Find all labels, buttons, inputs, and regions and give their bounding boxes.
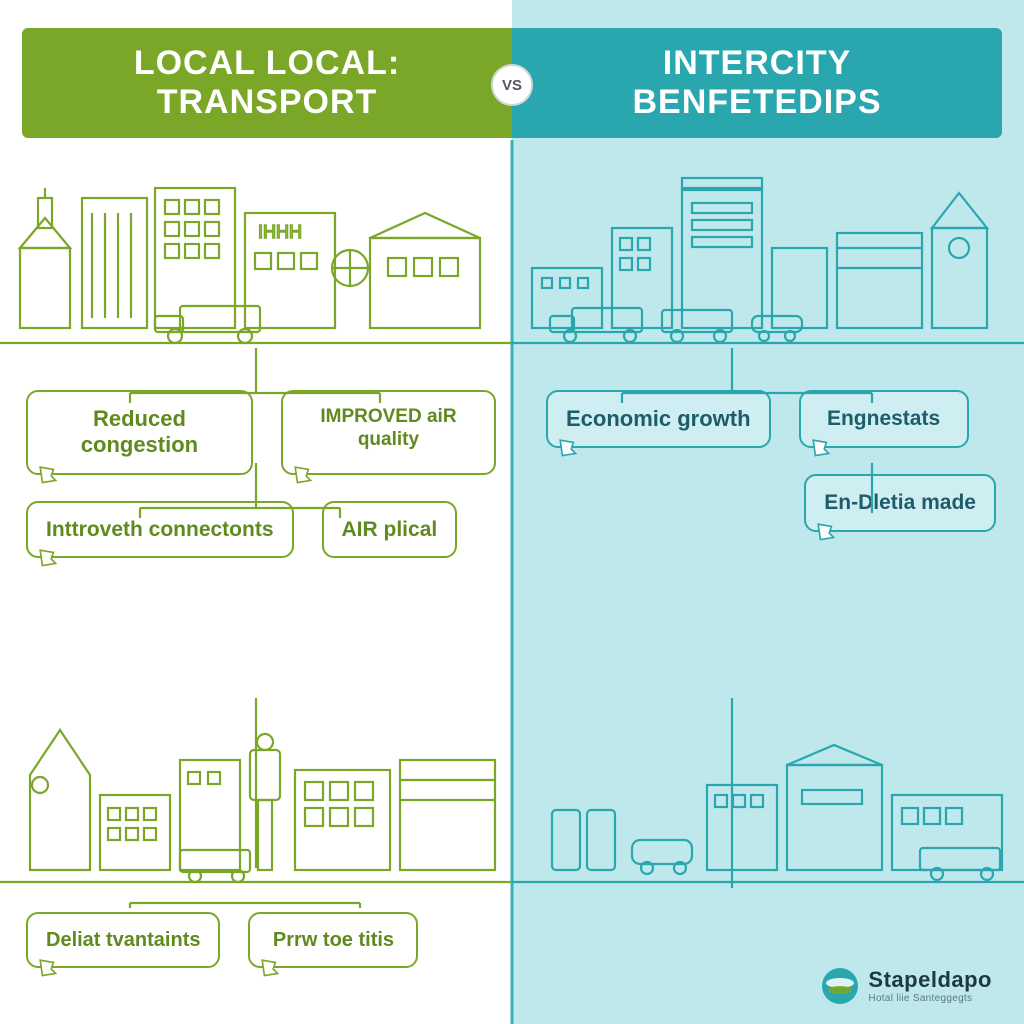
bubble-text: Inttroveth connectonts <box>46 518 274 541</box>
header-left-line1: LOCAL LOCAL: <box>134 44 400 83</box>
vs-badge: VS <box>491 64 533 106</box>
skyline-right-top <box>512 158 1024 348</box>
brand-block: Stapeldapo Hotal liie Santeggegts <box>822 967 992 1004</box>
bubble-text: En-Dletia made <box>824 491 976 514</box>
header-right: INTERCITY BENFETEDIPS <box>512 28 1002 138</box>
benefit-bubble: AIR plical <box>322 501 458 558</box>
brand-tagline: Hotal liie Santeggegts <box>868 993 992 1004</box>
skyline-left-top: IHHH <box>0 158 512 348</box>
bubble-text: Economic growth <box>566 406 751 431</box>
header-right-line2: BENFETEDIPS <box>632 83 881 122</box>
header-left: LOCAL LOCAL: TRANSPORT <box>22 28 512 138</box>
bubble-text: Reduced congestion <box>81 406 198 457</box>
benefit-bubble: Inttroveth connectonts <box>26 501 294 558</box>
benefit-bubble: En-Dletia made <box>804 474 996 531</box>
bubble-text: Prrw toe titis <box>273 929 394 951</box>
left-benefits-top: Reduced congestion IMPROVED aiR quality … <box>26 390 496 584</box>
brand-logo-icon <box>822 968 858 1004</box>
infographic-canvas: LOCAL LOCAL: TRANSPORT INTERCITY BENFETE… <box>0 0 1024 1024</box>
benefit-bubble: Reduced congestion <box>26 390 253 475</box>
bubble-text: IMPROVED aiR quality <box>320 406 456 450</box>
brand-name: Stapeldapo <box>868 967 992 993</box>
header-left-line2: TRANSPORT <box>134 83 400 122</box>
benefit-bubble: Prrw toe titis <box>248 912 418 968</box>
skyline-left-bottom <box>0 700 512 890</box>
benefit-bubble: Engnestats <box>799 390 969 448</box>
header-right-line1: INTERCITY <box>632 44 881 83</box>
skyline-right-bottom <box>512 700 1024 890</box>
right-benefits-top: Economic growth Engnestats En-Dletia mad… <box>546 390 996 558</box>
bubble-text: Engnestats <box>827 407 940 430</box>
benefit-bubble: IMPROVED aiR quality <box>281 390 496 475</box>
left-benefits-bottom: Deliat tvantaints Prrw toe titis <box>26 912 496 994</box>
bubble-text: Deliat tvantaints <box>46 929 200 951</box>
benefit-bubble: Economic growth <box>546 390 771 448</box>
bubble-text: AIR plical <box>342 518 438 541</box>
benefit-bubble: Deliat tvantaints <box>26 912 220 968</box>
svg-text:IHHH: IHHH <box>258 222 302 242</box>
